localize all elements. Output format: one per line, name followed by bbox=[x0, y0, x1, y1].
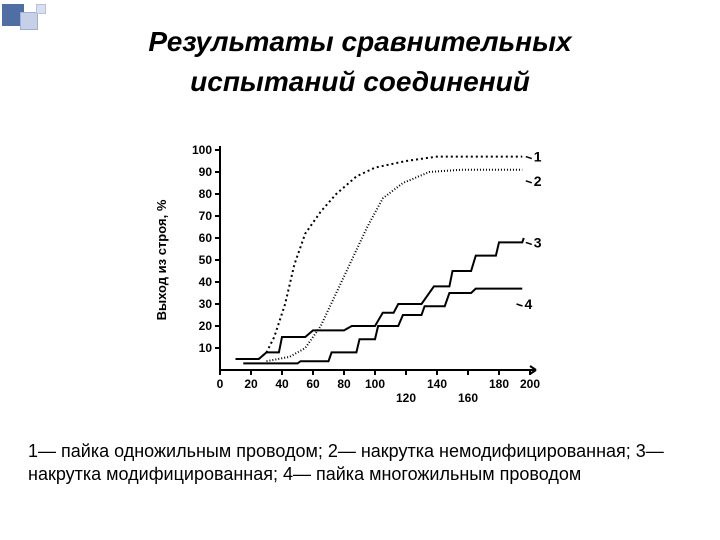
series-label-1: 1 bbox=[534, 149, 542, 165]
x-tick-label: 120 bbox=[396, 391, 416, 405]
y-tick-label: 90 bbox=[199, 165, 213, 179]
y-tick-label: 70 bbox=[199, 209, 213, 223]
y-tick-label: 100 bbox=[192, 143, 212, 157]
y-axis-label: Выход из строя, % bbox=[154, 199, 169, 320]
y-tick-label: 10 bbox=[199, 341, 213, 355]
accent-square-small bbox=[36, 4, 46, 14]
slide-title: Результаты сравнительных испытаний соеди… bbox=[0, 22, 720, 102]
x-tick-label: 20 bbox=[244, 377, 258, 391]
y-tick-label: 50 bbox=[199, 253, 213, 267]
series-2 bbox=[267, 170, 523, 361]
y-tick-label: 60 bbox=[199, 231, 213, 245]
x-tick-label: 80 bbox=[337, 377, 351, 391]
x-tick-label: 100 bbox=[365, 377, 385, 391]
y-tick-label: 40 bbox=[199, 275, 213, 289]
y-tick-label: 20 bbox=[199, 319, 213, 333]
chart-legend-text: 1— пайка одножильным проводом; 2— накрут… bbox=[28, 440, 692, 486]
chart-svg: 10 20 30 40 50 60 70 80 90 100 0 20 40 60 80 100 140 180 2… bbox=[150, 130, 570, 420]
slide-title-line2: испытаний соединений bbox=[190, 66, 530, 97]
series-label-3: 3 bbox=[534, 234, 542, 250]
series-3 bbox=[236, 238, 524, 359]
x-tick-label: 140 bbox=[427, 377, 447, 391]
x-tick-label: 160 bbox=[458, 391, 478, 405]
series-1 bbox=[259, 157, 523, 359]
x-tick-label: 0 bbox=[217, 377, 224, 391]
x-tick-label: 200 bbox=[520, 377, 540, 391]
slide-title-line1: Результаты сравнительных bbox=[148, 26, 571, 57]
x-tick-label: 40 bbox=[275, 377, 289, 391]
y-tick-label: 80 bbox=[199, 187, 213, 201]
chart-container: 10 20 30 40 50 60 70 80 90 100 0 20 40 60 80 100 140 180 2… bbox=[150, 130, 570, 420]
x-tick-label: 180 bbox=[489, 377, 509, 391]
x-tick-label: 60 bbox=[306, 377, 320, 391]
y-tick-label: 30 bbox=[199, 297, 213, 311]
series-label-2: 2 bbox=[534, 173, 542, 189]
series-label-4: 4 bbox=[525, 296, 533, 312]
